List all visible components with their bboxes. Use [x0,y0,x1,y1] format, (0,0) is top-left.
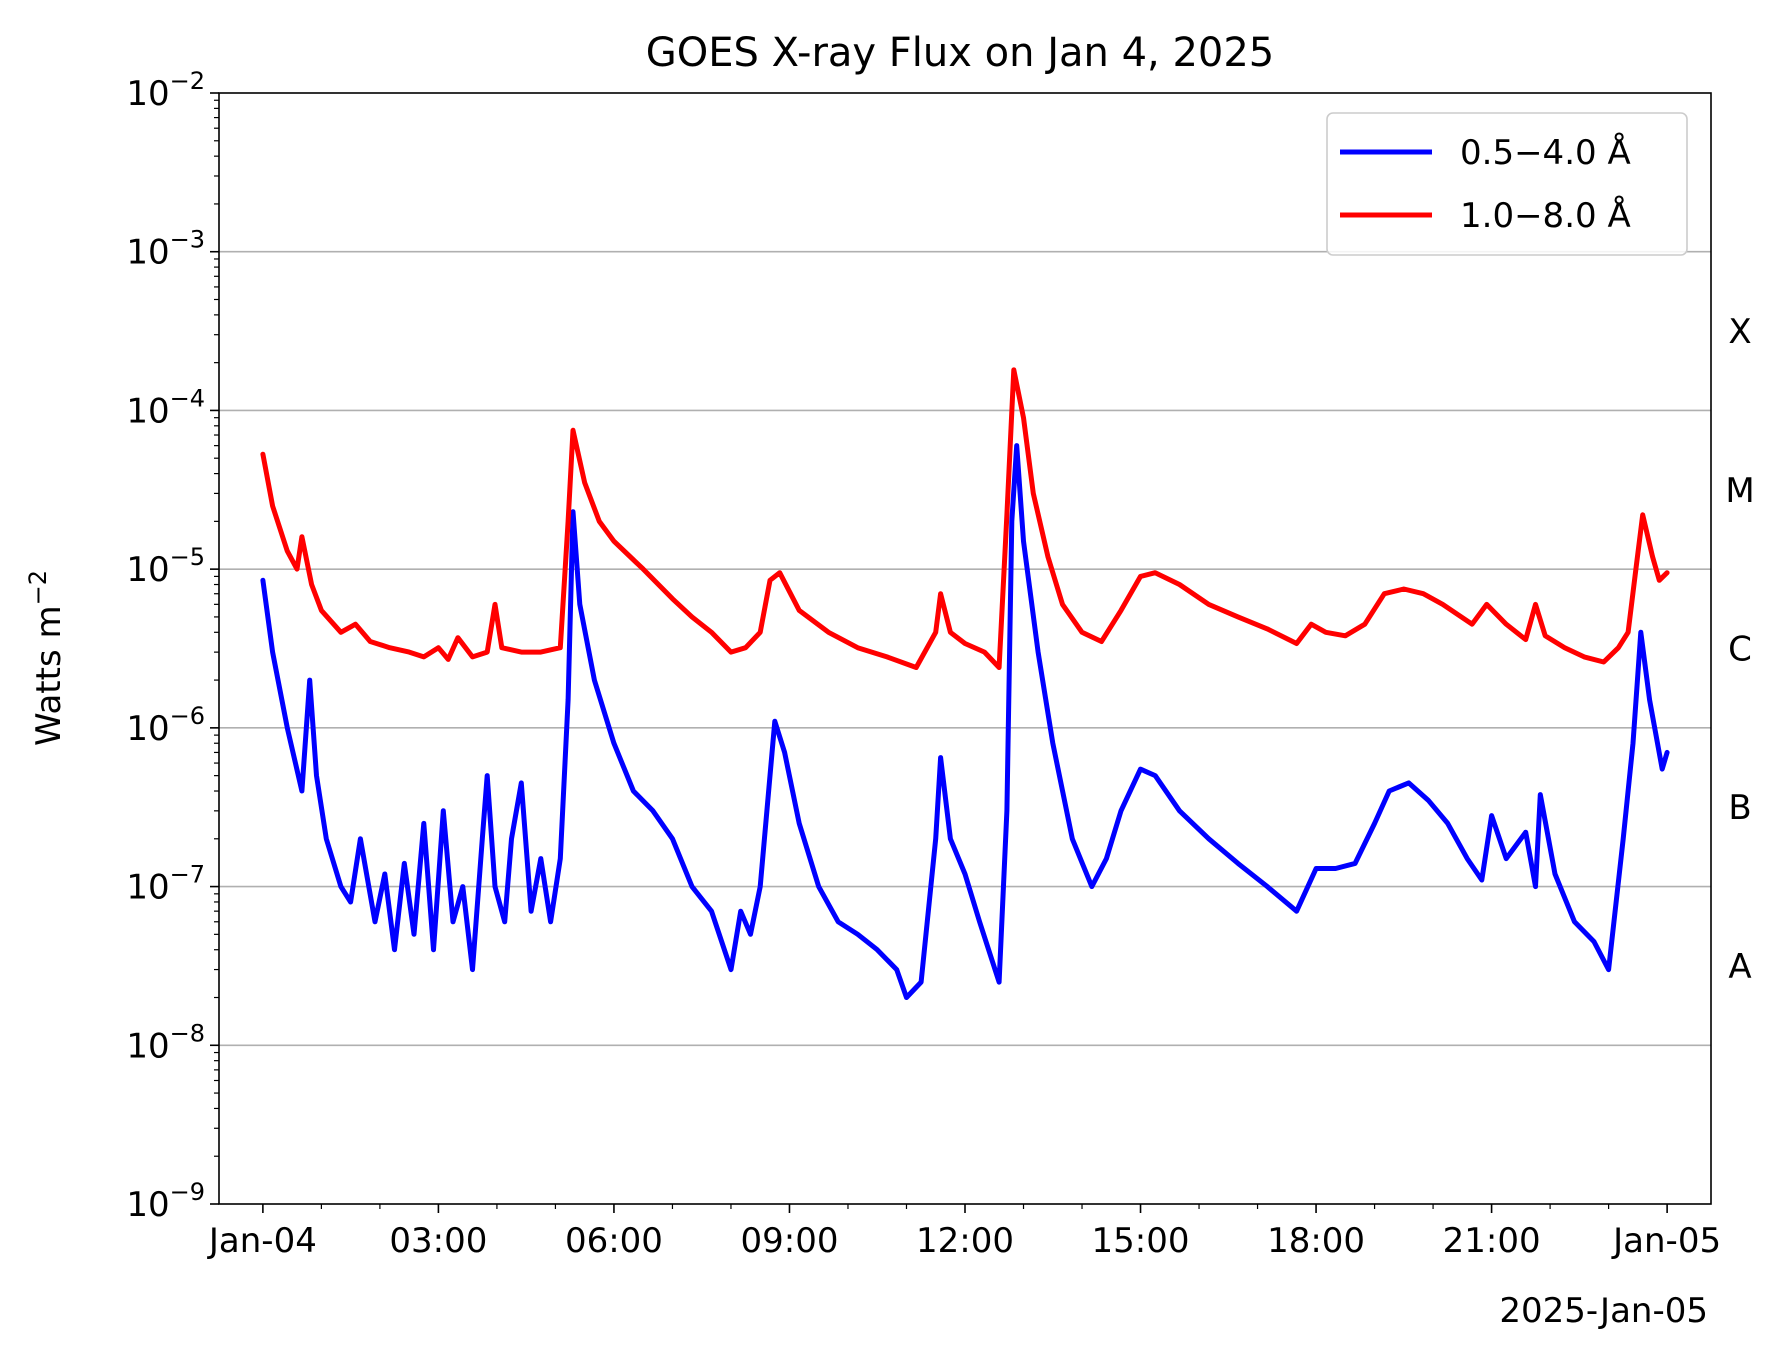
y-tick-label-base: 10 [126,1026,169,1066]
legend: 0.5−4.0 Å 1.0−8.0 Å [1326,112,1688,256]
y-tick-label: 10−9 [126,1178,205,1225]
y-tick-label: 10−3 [126,226,205,273]
flare-class-label: M [1725,471,1754,511]
y-tick-label: 10−4 [126,384,205,431]
y-tick-label-base: 10 [126,391,169,431]
legend-label-red: 1.0−8.0 Å [1460,195,1631,236]
y-tick-label: 10−5 [126,543,205,590]
chart-title: GOES X-ray Flux on Jan 4, 2025 [646,30,1275,76]
series-line-red [260,367,1670,670]
x-tick-label: 03:00 [389,1221,487,1261]
y-tick-label-base: 10 [126,868,169,908]
y-tick-label: 10−7 [126,861,205,908]
y-axis-label-base: Watts m [29,605,69,746]
x-tick-label: 15:00 [1092,1221,1190,1261]
y-tick-label-base: 10 [126,233,169,273]
x-tick-label: 18:00 [1267,1221,1365,1261]
x-axis-offset-label: 2025-Jan-05 [1499,1291,1708,1331]
flare-class-label: B [1728,788,1751,828]
x-tick-label: Jan-04 [207,1221,317,1261]
x-tick-label: 12:00 [916,1221,1014,1261]
y-tick-label-base: 10 [126,74,169,114]
flare-class-label: A [1728,947,1751,987]
series-layer [260,367,1670,1000]
y-tick-label-base: 10 [126,1185,169,1225]
x-tick-label: 21:00 [1443,1221,1541,1261]
x-tick-label: Jan-05 [1611,1221,1721,1261]
series-line-blue [260,443,1670,1000]
legend-box [1326,112,1688,256]
x-tick-label: 06:00 [565,1221,663,1261]
flare-class-label: C [1728,630,1752,670]
y-tick-label-exponent: −9 [170,1178,205,1206]
y-tick-label-exponent: −4 [170,384,205,412]
y-tick-label-exponent: −5 [170,543,205,571]
y-axis: 10−910−810−710−610−510−410−310−2 [126,67,219,1225]
y-axis-label-exponent: −2 [24,570,52,605]
y-tick-label-exponent: −7 [170,861,205,889]
x-tick-label: 09:00 [740,1221,838,1261]
y-tick-label: 10−8 [126,1019,205,1066]
y-axis-label: Watts m−2 [24,570,69,746]
x-axis: Jan-04 03:00 06:00 09:00 12:00 15:00 18:00 21:0… [207,1204,1721,1261]
flare-class-labels: X M C B A [1725,312,1754,987]
y-tick-label-exponent: −6 [170,702,205,730]
y-tick-label-exponent: −8 [170,1019,205,1047]
y-tick-label-exponent: −2 [170,67,205,95]
y-tick-label: 10−6 [126,702,205,749]
y-tick-label-base: 10 [126,550,169,590]
y-tick-label-exponent: −3 [170,226,205,254]
legend-label-blue: 0.5−4.0 Å [1460,132,1631,173]
y-tick-label: 10−2 [126,67,205,114]
flare-class-label: X [1728,312,1751,352]
y-tick-label-base: 10 [126,709,169,749]
